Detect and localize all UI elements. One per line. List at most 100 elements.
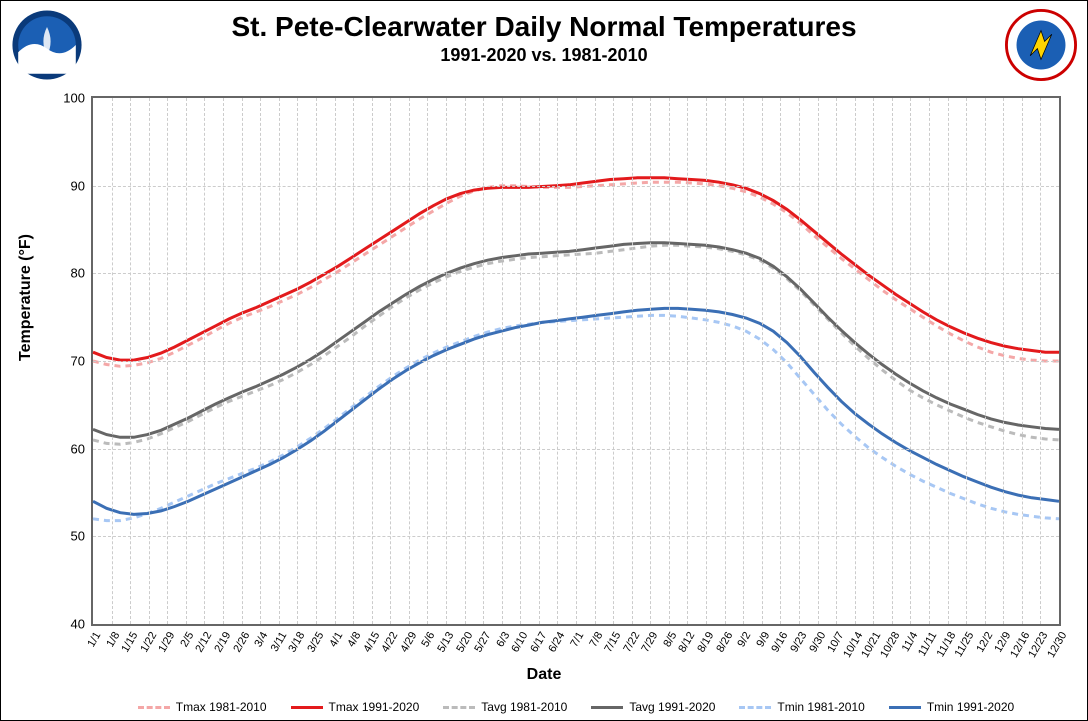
xtick-label: 3/25 — [305, 630, 326, 655]
gridline-v — [186, 98, 187, 624]
xtick-label: 8/19 — [695, 630, 716, 655]
chart-container: St. Pete-Clearwater Daily Normal Tempera… — [1, 1, 1087, 720]
legend-item: Tmax 1991-2020 — [291, 700, 420, 714]
legend-item: Tavg 1981-2010 — [443, 700, 567, 714]
gridline-v — [725, 98, 726, 624]
x-axis-label: Date — [527, 666, 562, 684]
gridline-v — [650, 98, 651, 624]
gridline-v — [1022, 98, 1023, 624]
gridline-v — [929, 98, 930, 624]
xtick-label: 9/16 — [770, 630, 791, 655]
gridline-v — [892, 98, 893, 624]
gridline-v — [706, 98, 707, 624]
gridline-v — [799, 98, 800, 624]
legend-label: Tmin 1981-2010 — [777, 700, 864, 714]
legend-item: Tmin 1991-2020 — [889, 700, 1014, 714]
gridline-v — [595, 98, 596, 624]
legend-label: Tmin 1991-2020 — [927, 700, 1014, 714]
legend-label: Tmax 1981-2010 — [176, 700, 267, 714]
gridline-v — [483, 98, 484, 624]
gridline-v — [743, 98, 744, 624]
gridline-v — [112, 98, 113, 624]
gridline-v — [260, 98, 261, 624]
xtick-label: 9/2 — [736, 630, 754, 649]
ytick-label: 50 — [71, 529, 85, 544]
xtick-label: 9/23 — [788, 630, 809, 655]
gridline-v — [353, 98, 354, 624]
xtick-label: 4/22 — [380, 630, 401, 655]
legend-swatch — [739, 706, 771, 709]
xtick-label: 5/27 — [472, 630, 493, 655]
xtick-label: 9/30 — [807, 630, 828, 655]
ytick-label: 90 — [71, 178, 85, 193]
xtick-label: 4/1 — [327, 630, 345, 649]
gridline-v — [613, 98, 614, 624]
gridline-v — [669, 98, 670, 624]
xtick-label: 3/4 — [253, 630, 271, 649]
xtick-label: 4/8 — [345, 630, 363, 649]
legend-label: Tmax 1991-2020 — [329, 700, 420, 714]
xtick-label: 7/1 — [568, 630, 586, 649]
gridline-v — [520, 98, 521, 624]
ytick-label: 70 — [71, 354, 85, 369]
gridline-v — [502, 98, 503, 624]
nws-logo — [1005, 9, 1077, 81]
gridline-v — [297, 98, 298, 624]
gridline-v — [1040, 98, 1041, 624]
xtick-label: 1/1 — [85, 630, 103, 649]
gridline-v — [780, 98, 781, 624]
y-axis-label: Temperature (°F) — [17, 234, 35, 361]
xtick-label: 5/13 — [435, 630, 456, 655]
ytick-label: 40 — [71, 617, 85, 632]
xtick-label: 8/26 — [714, 630, 735, 655]
gridline-v — [985, 98, 986, 624]
xtick-label: 7/15 — [602, 630, 623, 655]
gridline-v — [446, 98, 447, 624]
chart-title: St. Pete-Clearwater Daily Normal Tempera… — [1, 11, 1087, 43]
xtick-label: 12/2 — [974, 630, 995, 655]
gridline-v — [855, 98, 856, 624]
gridline-v — [279, 98, 280, 624]
xtick-label: 6/10 — [510, 630, 531, 655]
ytick-label: 80 — [71, 266, 85, 281]
legend-label: Tavg 1991-2020 — [629, 700, 715, 714]
legend-swatch — [291, 706, 323, 709]
gridline-v — [167, 98, 168, 624]
ytick-label: 100 — [63, 91, 85, 106]
gridline-v — [465, 98, 466, 624]
ytick-label: 60 — [71, 441, 85, 456]
xtick-label: 2/12 — [194, 630, 215, 655]
legend-swatch — [591, 706, 623, 709]
xtick-label: 4/15 — [361, 630, 382, 655]
xtick-label: 5/20 — [454, 630, 475, 655]
legend-label: Tavg 1981-2010 — [481, 700, 567, 714]
gridline-v — [632, 98, 633, 624]
gridline-v — [762, 98, 763, 624]
gridline-v — [204, 98, 205, 624]
gridline-v — [576, 98, 577, 624]
gridline-v — [818, 98, 819, 624]
xtick-label: 7/29 — [640, 630, 661, 655]
xtick-label: 3/11 — [268, 630, 289, 654]
gridline-v — [873, 98, 874, 624]
gridline-v — [539, 98, 540, 624]
xtick-label: 1/29 — [157, 630, 178, 655]
gridline-v — [836, 98, 837, 624]
xtick-label: 2/19 — [212, 630, 233, 655]
gridline-v — [427, 98, 428, 624]
gridline-v — [409, 98, 410, 624]
xtick-label: 3/18 — [287, 630, 308, 655]
gridline-v — [948, 98, 949, 624]
gridline-v — [557, 98, 558, 624]
legend-item: Tmax 1981-2010 — [138, 700, 267, 714]
xtick-label: 1/15 — [119, 630, 140, 655]
gridline-v — [335, 98, 336, 624]
legend-swatch — [889, 706, 921, 709]
legend-item: Tmin 1981-2010 — [739, 700, 864, 714]
legend-swatch — [443, 706, 475, 709]
noaa-logo — [11, 9, 83, 81]
plot-area: 4050607080901001/11/81/151/221/292/52/12… — [91, 96, 1061, 626]
xtick-label: 6/17 — [528, 630, 549, 655]
gridline-v — [130, 98, 131, 624]
gridline-v — [223, 98, 224, 624]
